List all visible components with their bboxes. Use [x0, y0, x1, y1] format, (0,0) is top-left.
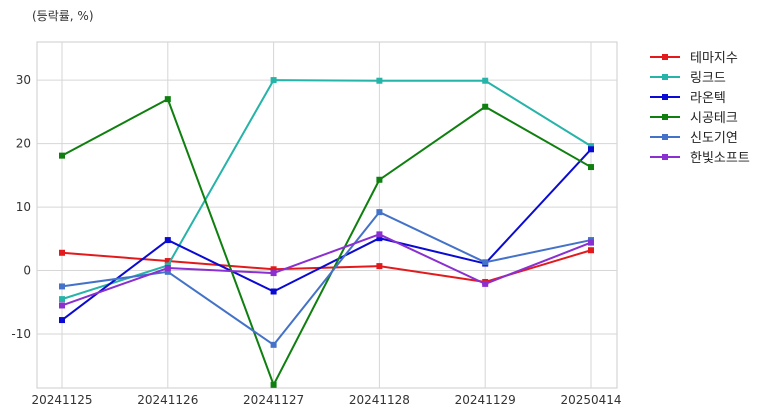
- data-point: [270, 341, 277, 348]
- data-point: [588, 247, 594, 254]
- data-point: [270, 77, 277, 84]
- data-point: [164, 96, 171, 103]
- data-point: [164, 258, 171, 265]
- y-tick-label: -10: [11, 327, 31, 341]
- series-4: [59, 96, 594, 388]
- data-point: [482, 280, 489, 287]
- data-point: [270, 266, 277, 273]
- data-point: [482, 103, 489, 110]
- x-tick-label: 20250414: [560, 393, 621, 407]
- data-point: [482, 77, 489, 84]
- x-tick-label: 20241126: [137, 393, 198, 407]
- x-tick-label: 20241128: [349, 393, 410, 407]
- series-3: [59, 146, 594, 324]
- data-point: [270, 270, 277, 277]
- legend-marker: [662, 54, 668, 60]
- data-point: [376, 263, 383, 270]
- data-point: [376, 176, 383, 183]
- legend-label: 라온텍: [690, 91, 726, 106]
- data-point: [376, 209, 383, 216]
- series-lines: [59, 77, 594, 388]
- y-tick-label: 30: [16, 73, 31, 87]
- legend-label: 링크드: [690, 71, 726, 86]
- data-point: [59, 152, 65, 159]
- data-point: [164, 265, 171, 272]
- legend-item: 시공테크: [650, 111, 738, 126]
- data-point: [59, 296, 65, 303]
- series-line: [61, 233, 592, 307]
- legend-label: 한빛소프트: [690, 151, 750, 166]
- legend-label: 시공테크: [690, 111, 738, 126]
- data-point: [376, 77, 383, 84]
- data-point: [588, 164, 594, 171]
- legend-item: 링크드: [650, 71, 726, 86]
- legend-item: 테마지수: [650, 51, 738, 66]
- legend-marker: [662, 114, 668, 120]
- legend-label: 테마지수: [690, 51, 738, 66]
- data-point: [588, 143, 594, 150]
- legend-item: 라온텍: [650, 91, 726, 106]
- data-point: [59, 283, 65, 290]
- y-tick-label: 10: [16, 200, 31, 214]
- data-point: [270, 288, 277, 295]
- legend-item: 신도기연: [650, 131, 738, 146]
- x-tick-label: 20241129: [455, 393, 516, 407]
- data-point: [376, 235, 383, 242]
- series-line: [61, 211, 592, 346]
- legend-marker: [662, 74, 668, 80]
- legend-item: 한빛소프트: [650, 151, 750, 166]
- legend-marker: [662, 154, 668, 160]
- plot-area: [36, 41, 618, 389]
- legend-marker: [662, 134, 668, 140]
- data-point: [270, 381, 277, 388]
- y-tick-label: 0: [23, 264, 31, 278]
- x-tick-label: 20241125: [31, 393, 92, 407]
- data-point: [164, 268, 171, 275]
- series-line: [61, 148, 592, 321]
- y-axis-ticks: -10 0 10 20 30: [11, 73, 31, 341]
- legend-marker: [662, 94, 668, 100]
- series-line: [61, 79, 592, 301]
- data-point: [482, 259, 489, 266]
- data-point: [59, 302, 65, 309]
- data-point: [59, 249, 65, 256]
- x-axis-ticks: 20241125 20241126 20241127 20241128 20241129…: [31, 393, 621, 407]
- data-point: [376, 231, 383, 238]
- data-point: [59, 317, 65, 324]
- legend-label: 신도기연: [690, 131, 738, 146]
- unit-label: (등락률, %): [32, 9, 94, 23]
- data-point: [588, 239, 594, 246]
- series-6: [59, 231, 594, 309]
- data-point: [588, 146, 594, 153]
- series-line: [61, 98, 592, 386]
- y-tick-label: 20: [16, 137, 31, 151]
- x-tick-label: 20241127: [243, 393, 304, 407]
- data-point: [164, 237, 171, 244]
